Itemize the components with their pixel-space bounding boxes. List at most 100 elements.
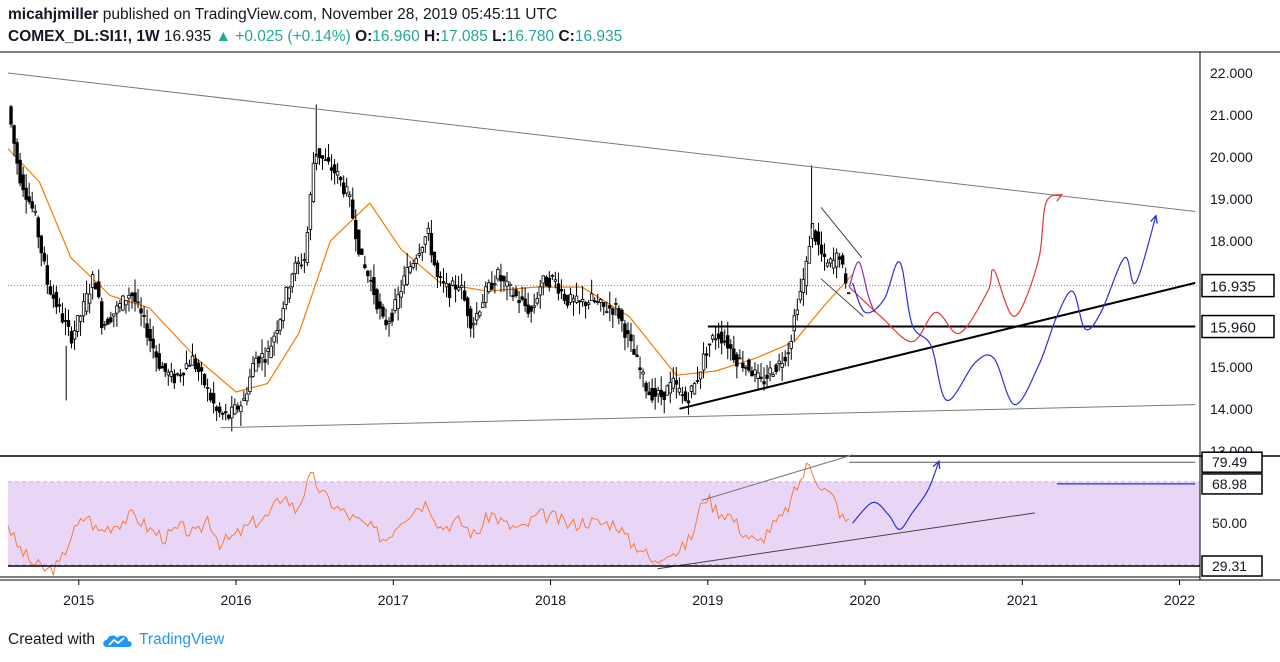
candle[interactable] <box>60 302 65 324</box>
candle[interactable] <box>837 253 842 268</box>
candle[interactable] <box>230 396 234 432</box>
candle[interactable] <box>172 369 177 389</box>
candle[interactable] <box>499 263 503 293</box>
candle[interactable] <box>465 296 470 328</box>
candle[interactable] <box>81 293 86 323</box>
candle[interactable] <box>538 279 542 309</box>
candle[interactable] <box>472 317 476 339</box>
candle[interactable] <box>21 166 25 197</box>
rsi-upper-trendline[interactable] <box>701 454 853 501</box>
candle[interactable] <box>90 271 95 300</box>
candle[interactable] <box>453 275 458 303</box>
candle[interactable] <box>27 182 31 205</box>
candle[interactable] <box>326 144 331 165</box>
candle[interactable] <box>795 298 800 321</box>
candle[interactable] <box>217 402 222 418</box>
candle[interactable] <box>12 124 16 157</box>
candle[interactable] <box>345 177 349 197</box>
rsi-forecast-blue-path[interactable] <box>852 460 940 530</box>
candle[interactable] <box>372 264 376 305</box>
candle[interactable] <box>157 343 161 371</box>
candle[interactable] <box>686 392 691 415</box>
candle[interactable] <box>744 365 748 376</box>
candle[interactable] <box>341 175 346 198</box>
candle[interactable] <box>154 344 158 372</box>
candle[interactable] <box>72 320 77 350</box>
candle[interactable] <box>505 271 509 301</box>
candle[interactable] <box>771 371 775 378</box>
candle[interactable] <box>275 320 279 344</box>
candle[interactable] <box>317 148 322 165</box>
candle[interactable] <box>239 400 243 426</box>
price-pane[interactable]: 22.00021.00020.00019.00018.00017.00016.0… <box>0 51 1280 580</box>
candle[interactable] <box>97 269 101 299</box>
time-axis[interactable]: 2015 2016 2017 2018 2019 2020 2021 2022 <box>0 579 1280 608</box>
candle[interactable] <box>36 215 40 249</box>
candle[interactable] <box>798 278 803 304</box>
candle[interactable] <box>118 299 122 313</box>
candle[interactable] <box>644 381 648 399</box>
candle[interactable] <box>348 191 352 208</box>
candle[interactable] <box>184 350 189 371</box>
candle[interactable] <box>84 280 89 316</box>
candle[interactable] <box>789 334 793 360</box>
candle[interactable] <box>66 309 71 337</box>
candle[interactable] <box>577 300 582 315</box>
candle[interactable] <box>360 248 364 255</box>
candle[interactable] <box>571 294 576 316</box>
candle[interactable] <box>109 311 113 324</box>
candle[interactable] <box>589 279 594 301</box>
rising-support-trendline[interactable] <box>679 281 1196 410</box>
candle[interactable] <box>208 388 213 403</box>
candle[interactable] <box>659 376 663 406</box>
candle[interactable] <box>704 346 709 369</box>
candle[interactable] <box>692 381 697 395</box>
candle[interactable] <box>462 280 467 302</box>
candle[interactable] <box>508 281 512 297</box>
candle[interactable] <box>441 268 446 293</box>
candle[interactable] <box>611 307 615 328</box>
candle[interactable] <box>121 294 125 312</box>
candle[interactable] <box>819 231 824 262</box>
candle[interactable] <box>100 297 104 335</box>
candle[interactable] <box>106 316 110 325</box>
candle[interactable] <box>45 254 50 294</box>
candle[interactable] <box>166 368 170 386</box>
candle[interactable] <box>287 285 291 304</box>
candle[interactable] <box>266 340 270 365</box>
candle[interactable] <box>187 359 192 367</box>
candle[interactable] <box>354 209 358 252</box>
candle[interactable] <box>357 229 361 257</box>
candle[interactable] <box>423 235 428 254</box>
candle[interactable] <box>847 292 851 295</box>
candle[interactable] <box>831 247 836 275</box>
candle[interactable] <box>205 378 210 402</box>
candle[interactable] <box>257 355 261 368</box>
candle[interactable] <box>553 271 558 289</box>
candle[interactable] <box>148 318 152 353</box>
candle[interactable] <box>221 411 225 420</box>
candle[interactable] <box>378 293 382 320</box>
candle[interactable] <box>281 301 285 329</box>
candle[interactable] <box>729 339 733 361</box>
candle[interactable] <box>57 298 62 313</box>
candle[interactable] <box>614 297 618 316</box>
candle[interactable] <box>299 253 304 269</box>
candle[interactable] <box>544 275 548 287</box>
candle[interactable] <box>526 292 530 318</box>
candle[interactable] <box>756 364 760 390</box>
candle[interactable] <box>130 291 134 309</box>
candle[interactable] <box>762 367 766 391</box>
candle[interactable] <box>635 345 639 358</box>
candle[interactable] <box>723 329 727 346</box>
candle[interactable] <box>329 154 334 181</box>
candle[interactable] <box>214 405 219 422</box>
candle[interactable] <box>807 235 812 264</box>
candle[interactable] <box>390 308 394 326</box>
candle[interactable] <box>753 362 757 383</box>
candle[interactable] <box>668 371 672 404</box>
candle[interactable] <box>175 372 180 377</box>
candle[interactable] <box>738 349 742 360</box>
rsi-line[interactable] <box>7 462 850 577</box>
